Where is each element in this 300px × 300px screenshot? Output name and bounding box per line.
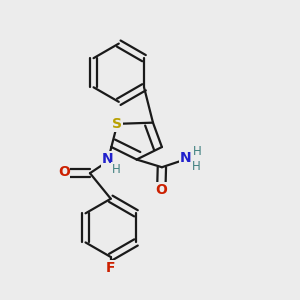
Text: N: N bbox=[179, 151, 191, 165]
Text: H: H bbox=[193, 145, 202, 158]
Text: S: S bbox=[112, 117, 122, 131]
Text: O: O bbox=[155, 183, 167, 197]
Text: H: H bbox=[111, 163, 120, 176]
Text: N: N bbox=[102, 152, 114, 166]
Text: O: O bbox=[58, 165, 70, 179]
Text: H: H bbox=[192, 160, 200, 173]
Text: F: F bbox=[106, 261, 116, 275]
